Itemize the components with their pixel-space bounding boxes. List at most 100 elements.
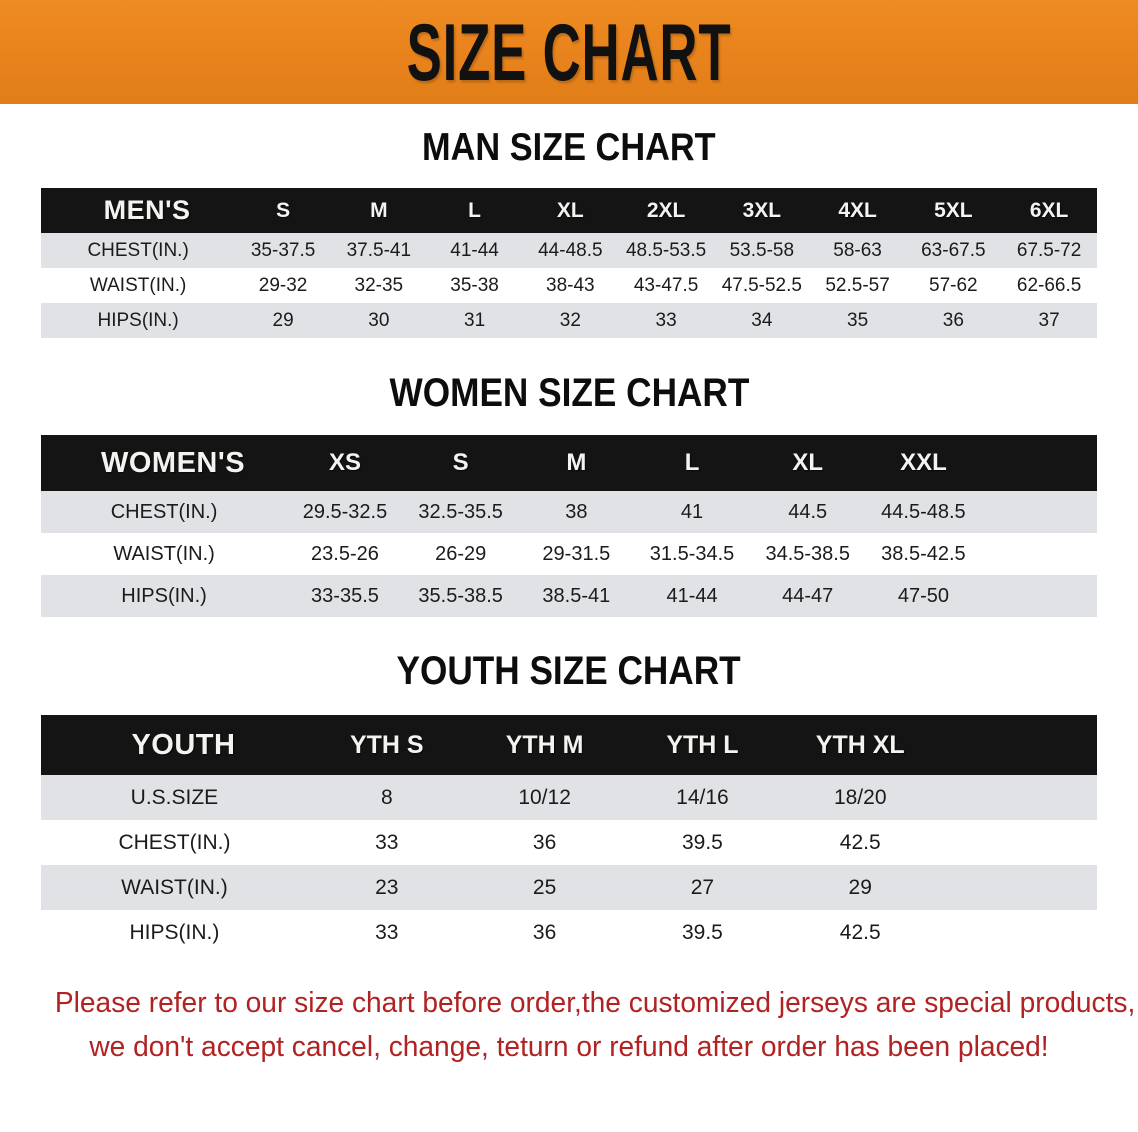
women-column-header-s: S (402, 435, 519, 491)
women-section-title: WOMEN SIZE CHART (0, 371, 1138, 416)
table-row: HIPS(IN.) 29 30 31 32 33 34 35 36 37 (41, 303, 1097, 338)
disclaimer-line-1: Please refer to our size chart before or… (54, 987, 1136, 1019)
table-cell: 36 (465, 910, 624, 955)
youth-section-title-text: YOUTH SIZE CHART (396, 649, 742, 693)
man-section-title-text: MAN SIZE CHART (422, 126, 716, 169)
table-cell: 38-43 (522, 268, 619, 303)
women-chart-wrap: WOMEN'S XS S M L XL XXL CHEST(IN.) 29.5-32.5 32.… (41, 435, 1097, 617)
table-cell: 41-44 (426, 233, 523, 268)
youth-column-header-yth-xl: YTH XL (781, 715, 940, 775)
order-disclaimer: Please refer to our size chart before or… (39, 981, 1136, 1069)
man-column-header-5xl: 5XL (905, 188, 1002, 233)
table-cell: 47.5-52.5 (713, 268, 810, 303)
women-column-header-empty-6 (981, 435, 1097, 491)
table-cell: 47-50 (865, 575, 982, 617)
women-row-label: HIPS(IN.) (41, 575, 288, 617)
youth-column-header-empty-4 (939, 715, 1097, 775)
table-cell: 38 (518, 491, 635, 533)
women-table-header: WOMEN'S XS S M L XL XXL (41, 435, 1097, 491)
table-cell: 44.5 (749, 491, 866, 533)
table-cell: 53.5-58 (713, 233, 810, 268)
table-cell: 35 (809, 303, 906, 338)
table-cell: 10/12 (465, 775, 624, 820)
table-cell (981, 575, 1097, 617)
women-column-header-xs: XS (287, 435, 403, 491)
table-cell: 33 (307, 910, 466, 955)
table-cell (939, 775, 1097, 820)
women-section-title-text: WOMEN SIZE CHART (389, 371, 749, 415)
table-row: CHEST(IN.) 29.5-32.5 32.5-35.5 38 41 44.5 44.5… (41, 491, 1097, 533)
table-cell: 42.5 (781, 820, 940, 865)
table-cell: 18/20 (781, 775, 940, 820)
table-cell: 57-62 (905, 268, 1002, 303)
table-cell (981, 533, 1097, 575)
youth-column-header-yth-l: YTH L (623, 715, 782, 775)
man-column-header-l: L (426, 188, 523, 233)
youth-header-row: YOUTH YTH S YTH M YTH L YTH XL (41, 715, 1097, 775)
table-cell: 26-29 (402, 533, 519, 575)
table-cell: 38.5-42.5 (865, 533, 982, 575)
table-row: WAIST(IN.) 23 25 27 29 (41, 865, 1097, 910)
women-column-header-l: L (634, 435, 750, 491)
youth-row-label: CHEST(IN.) (41, 820, 308, 865)
man-column-header-6xl: 6XL (1001, 188, 1097, 233)
table-cell: 31.5-34.5 (634, 533, 750, 575)
table-cell: 34.5-38.5 (749, 533, 866, 575)
man-column-header-4xl: 4XL (809, 188, 906, 233)
table-cell: 33 (618, 303, 714, 338)
table-row: CHEST(IN.) 33 36 39.5 42.5 (41, 820, 1097, 865)
table-cell: 35-38 (426, 268, 523, 303)
table-cell: 41 (634, 491, 750, 533)
man-column-header-s: S (235, 188, 331, 233)
youth-section-title: YOUTH SIZE CHART (0, 649, 1138, 694)
table-row: HIPS(IN.) 33-35.5 35.5-38.5 38.5-41 41-44 44-… (41, 575, 1097, 617)
table-cell (939, 865, 1097, 910)
women-corner-label: WOMEN'S (41, 435, 288, 491)
table-cell: 44-48.5 (522, 233, 619, 268)
youth-column-header-yth-m: YTH M (465, 715, 624, 775)
man-section-title: MAN SIZE CHART (0, 126, 1138, 170)
table-cell (981, 491, 1097, 533)
table-cell: 35.5-38.5 (402, 575, 519, 617)
women-row-label: CHEST(IN.) (41, 491, 288, 533)
table-cell: 23.5-26 (287, 533, 403, 575)
table-cell: 36 (905, 303, 1002, 338)
man-column-header-2xl: 2XL (618, 188, 714, 233)
man-column-header-3xl: 3XL (713, 188, 810, 233)
youth-table-body: U.S.SIZE 8 10/12 14/16 18/20 CHEST(IN.) 33 36 39… (41, 775, 1097, 955)
man-header-row: MEN'S S M L XL 2XL 3XL 4XL 5XL 6XL (41, 188, 1097, 233)
table-row: U.S.SIZE 8 10/12 14/16 18/20 (41, 775, 1097, 820)
women-table-body: CHEST(IN.) 29.5-32.5 32.5-35.5 38 41 44.5 44.5… (41, 491, 1097, 617)
table-cell: 29-32 (235, 268, 331, 303)
man-chart-wrap: MEN'S S M L XL 2XL 3XL 4XL 5XL 6XL CHEST(IN.) 35-3… (41, 188, 1097, 338)
table-cell: 42.5 (781, 910, 940, 955)
page-banner: SIZE CHART (0, 0, 1138, 104)
man-column-header-m: M (330, 188, 427, 233)
table-cell: 8 (307, 775, 466, 820)
table-cell: 63-67.5 (905, 233, 1002, 268)
table-cell: 32.5-35.5 (402, 491, 519, 533)
table-row: WAIST(IN.) 23.5-26 26-29 29-31.5 31.5-34.5 34… (41, 533, 1097, 575)
women-column-header-m: M (518, 435, 635, 491)
man-row-label: WAIST(IN.) (41, 268, 236, 303)
table-cell: 41-44 (634, 575, 750, 617)
youth-corner-label: YOUTH (41, 715, 308, 775)
table-cell: 48.5-53.5 (618, 233, 714, 268)
table-cell (939, 820, 1097, 865)
table-cell: 34 (713, 303, 810, 338)
table-cell: 14/16 (623, 775, 782, 820)
table-cell: 32 (522, 303, 619, 338)
table-cell: 29 (781, 865, 940, 910)
women-column-header-xl: XL (749, 435, 866, 491)
man-row-label: HIPS(IN.) (41, 303, 236, 338)
youth-table-header: YOUTH YTH S YTH M YTH L YTH XL (41, 715, 1097, 775)
table-cell: 32-35 (330, 268, 427, 303)
youth-size-table: YOUTH YTH S YTH M YTH L YTH XL U.S.SIZE 8 10/1… (41, 715, 1097, 955)
table-cell: 31 (426, 303, 523, 338)
table-cell: 39.5 (623, 820, 782, 865)
table-cell: 27 (623, 865, 782, 910)
youth-column-header-yth-s: YTH S (307, 715, 466, 775)
table-cell: 23 (307, 865, 466, 910)
table-cell: 33 (307, 820, 466, 865)
table-cell: 29-31.5 (518, 533, 635, 575)
